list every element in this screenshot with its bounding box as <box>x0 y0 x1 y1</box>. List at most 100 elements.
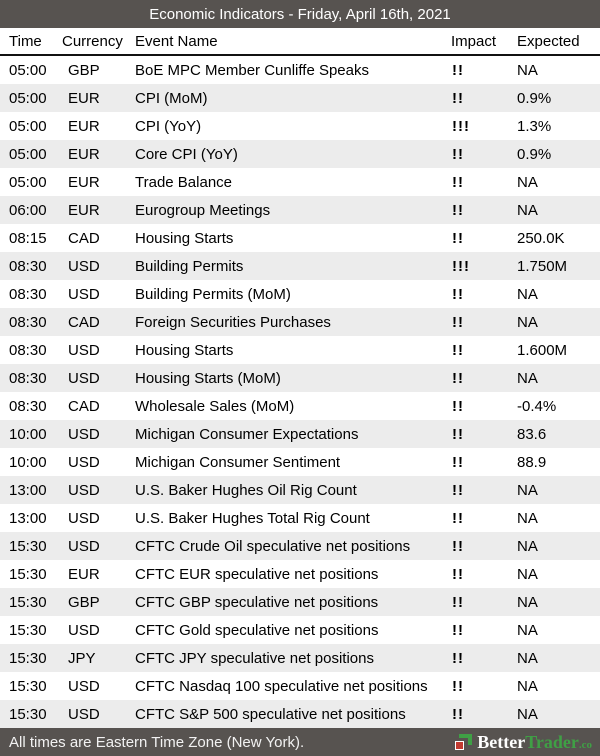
table-row[interactable]: 06:00 EUR Eurogroup Meetings !! NA <box>0 196 600 224</box>
cell-currency: USD <box>68 341 100 359</box>
cell-currency: EUR <box>68 117 100 135</box>
bettertrader-logo[interactable]: Better Trader .co <box>455 733 592 751</box>
cell-expected: NA <box>517 509 538 527</box>
cell-impact: !! <box>452 201 464 219</box>
cell-expected: NA <box>517 313 538 331</box>
table-row[interactable]: 05:00 EUR CPI (YoY) !!! 1.3% <box>0 112 600 140</box>
table-row[interactable]: 08:30 USD Building Permits (MoM) !! NA <box>0 280 600 308</box>
cell-currency: USD <box>68 621 100 639</box>
cell-time: 15:30 <box>9 621 47 639</box>
cell-expected: NA <box>517 649 538 667</box>
cell-time: 13:00 <box>9 481 47 499</box>
cell-impact: !! <box>452 369 464 387</box>
cell-impact: !! <box>452 509 464 527</box>
cell-expected: NA <box>517 369 538 387</box>
cell-time: 08:15 <box>9 229 47 247</box>
cell-impact: !! <box>452 341 464 359</box>
cell-time: 15:30 <box>9 593 47 611</box>
table-row[interactable]: 08:30 CAD Foreign Securities Purchases !… <box>0 308 600 336</box>
table-row[interactable]: 15:30 USD CFTC Nasdaq 100 speculative ne… <box>0 672 600 700</box>
cell-time: 05:00 <box>9 89 47 107</box>
cell-event: U.S. Baker Hughes Total Rig Count <box>135 509 370 527</box>
table-row[interactable]: 15:30 USD CFTC S&P 500 speculative net p… <box>0 700 600 728</box>
table-row[interactable]: 05:00 EUR Core CPI (YoY) !! 0.9% <box>0 140 600 168</box>
table-row[interactable]: 15:30 JPY CFTC JPY speculative net posit… <box>0 644 600 672</box>
cell-currency: USD <box>68 481 100 499</box>
cell-time: 08:30 <box>9 369 47 387</box>
cell-expected: NA <box>517 61 538 79</box>
cell-currency: USD <box>68 705 100 723</box>
cell-event: CPI (YoY) <box>135 117 202 135</box>
cell-impact: !! <box>452 89 464 107</box>
table-row[interactable]: 08:30 USD Housing Starts !! 1.600M <box>0 336 600 364</box>
cell-impact: !! <box>452 593 464 611</box>
table-row[interactable]: 05:00 GBP BoE MPC Member Cunliffe Speaks… <box>0 56 600 84</box>
cell-event: CFTC Crude Oil speculative net positions <box>135 537 411 555</box>
cell-currency: EUR <box>68 565 100 583</box>
table-row[interactable]: 13:00 USD U.S. Baker Hughes Oil Rig Coun… <box>0 476 600 504</box>
bettertrader-logo-icon <box>455 734 473 750</box>
cell-currency: USD <box>68 425 100 443</box>
table-row[interactable]: 10:00 USD Michigan Consumer Expectations… <box>0 420 600 448</box>
cell-expected: NA <box>517 173 538 191</box>
cell-impact: !! <box>452 649 464 667</box>
cell-currency: EUR <box>68 145 100 163</box>
cell-currency: EUR <box>68 201 100 219</box>
table-row[interactable]: 05:00 EUR Trade Balance !! NA <box>0 168 600 196</box>
cell-currency: USD <box>68 537 100 555</box>
cell-event: Wholesale Sales (MoM) <box>135 397 295 415</box>
cell-expected: -0.4% <box>517 397 557 415</box>
cell-impact: !!! <box>452 257 470 275</box>
cell-currency: USD <box>68 453 100 471</box>
table-row[interactable]: 15:30 EUR CFTC EUR speculative net posit… <box>0 560 600 588</box>
cell-time: 15:30 <box>9 705 47 723</box>
timezone-note: All times are Eastern Time Zone (New Yor… <box>9 733 305 751</box>
page-title: Economic Indicators - Friday, April 16th… <box>149 5 451 23</box>
cell-currency: CAD <box>68 397 100 415</box>
cell-currency: CAD <box>68 229 100 247</box>
cell-impact: !! <box>452 61 464 79</box>
table-row[interactable]: 08:30 CAD Wholesale Sales (MoM) !! -0.4% <box>0 392 600 420</box>
cell-time: 10:00 <box>9 425 47 443</box>
column-header-event: Event Name <box>135 32 218 50</box>
cell-event: Trade Balance <box>135 173 233 191</box>
cell-impact: !! <box>452 173 464 191</box>
cell-expected: NA <box>517 621 538 639</box>
column-header-impact: Impact <box>451 32 497 50</box>
table-row[interactable]: 15:30 USD CFTC Gold speculative net posi… <box>0 616 600 644</box>
cell-event: Foreign Securities Purchases <box>135 313 331 331</box>
table-row[interactable]: 10:00 USD Michigan Consumer Sentiment !!… <box>0 448 600 476</box>
cell-currency: USD <box>68 509 100 527</box>
cell-currency: USD <box>68 677 100 695</box>
cell-expected: 83.6 <box>517 425 547 443</box>
cell-expected: 250.0K <box>517 229 565 247</box>
cell-time: 08:30 <box>9 257 47 275</box>
table-row[interactable]: 08:15 CAD Housing Starts !! 250.0K <box>0 224 600 252</box>
cell-impact: !! <box>452 705 464 723</box>
cell-time: 13:00 <box>9 509 47 527</box>
cell-impact: !! <box>452 397 464 415</box>
cell-expected: 1.3% <box>517 117 552 135</box>
cell-expected: NA <box>517 705 538 723</box>
table-row[interactable]: 08:30 USD Housing Starts (MoM) !! NA <box>0 364 600 392</box>
cell-event: Michigan Consumer Sentiment <box>135 453 341 471</box>
cell-event: BoE MPC Member Cunliffe Speaks <box>135 61 369 79</box>
table-row[interactable]: 13:00 USD U.S. Baker Hughes Total Rig Co… <box>0 504 600 532</box>
table-row[interactable]: 05:00 EUR CPI (MoM) !! 0.9% <box>0 84 600 112</box>
cell-time: 15:30 <box>9 537 47 555</box>
cell-currency: USD <box>68 257 100 275</box>
cell-time: 08:30 <box>9 341 47 359</box>
cell-expected: NA <box>517 537 538 555</box>
cell-currency: GBP <box>68 593 100 611</box>
cell-time: 10:00 <box>9 453 47 471</box>
cell-event: Building Permits (MoM) <box>135 285 291 303</box>
cell-event: Eurogroup Meetings <box>135 201 271 219</box>
cell-time: 06:00 <box>9 201 47 219</box>
table-row[interactable]: 08:30 USD Building Permits !!! 1.750M <box>0 252 600 280</box>
cell-currency: EUR <box>68 89 100 107</box>
cell-expected: NA <box>517 565 538 583</box>
cell-impact: !! <box>452 621 464 639</box>
table-row[interactable]: 15:30 GBP CFTC GBP speculative net posit… <box>0 588 600 616</box>
cell-time: 15:30 <box>9 565 47 583</box>
table-row[interactable]: 15:30 USD CFTC Crude Oil speculative net… <box>0 532 600 560</box>
